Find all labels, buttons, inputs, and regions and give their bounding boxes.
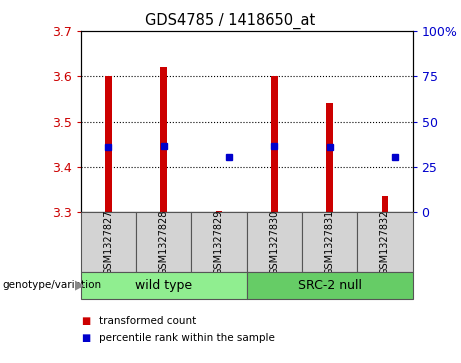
Text: percentile rank within the sample: percentile rank within the sample [99,333,275,343]
Bar [136,212,191,272]
Bar [271,76,278,212]
Bar [302,212,357,272]
Bar [81,212,136,272]
Bar [247,212,302,272]
Bar [81,272,247,299]
Text: ■: ■ [81,316,90,326]
Text: SRC-2 null: SRC-2 null [298,280,361,292]
Bar [160,67,167,212]
Text: GSM1327831: GSM1327831 [325,210,335,275]
Bar [216,211,222,212]
Text: GSM1327829: GSM1327829 [214,209,224,275]
Bar [357,212,413,272]
Text: ■: ■ [81,333,90,343]
Text: GSM1327832: GSM1327832 [380,209,390,275]
Bar [191,212,247,272]
Text: GSM1327827: GSM1327827 [103,209,113,275]
Bar [382,196,388,212]
Text: ▶: ▶ [75,278,85,291]
Bar [105,76,112,212]
Bar [326,103,333,212]
Text: transformed count: transformed count [99,316,196,326]
Text: GSM1327830: GSM1327830 [269,210,279,275]
Text: GDS4785 / 1418650_at: GDS4785 / 1418650_at [145,13,316,29]
Text: wild type: wild type [135,280,192,292]
Bar [247,272,413,299]
Text: GSM1327828: GSM1327828 [159,209,169,275]
Text: genotype/variation: genotype/variation [2,280,101,290]
